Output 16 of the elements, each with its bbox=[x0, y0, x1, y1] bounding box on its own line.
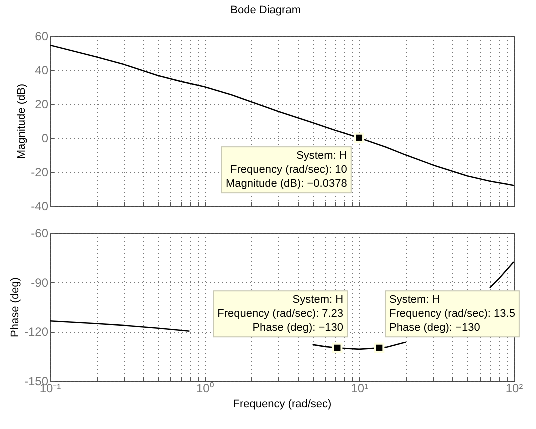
y-tick-label: -40 bbox=[31, 200, 49, 214]
x-axis-title: Frequency (rad/sec) bbox=[233, 398, 332, 410]
y-tick-label: -60 bbox=[31, 226, 49, 240]
y-axis-title: Phase (deg) bbox=[9, 278, 22, 338]
y-tick-label: 0 bbox=[42, 132, 49, 146]
y-tick-label: 60 bbox=[35, 30, 49, 44]
chart-title: Bode Diagram bbox=[230, 4, 301, 16]
y-tick-label: -120 bbox=[24, 325, 49, 340]
y-tick-label: 20 bbox=[35, 98, 49, 112]
x-tick-label: 10⁰ bbox=[196, 382, 214, 396]
y-tick-label: -90 bbox=[31, 276, 49, 290]
y-tick-label: 40 bbox=[35, 64, 49, 78]
x-tick-label: 10¹ bbox=[351, 382, 369, 396]
x-tick-label: 10² bbox=[506, 382, 524, 396]
y-tick-label: -20 bbox=[31, 166, 49, 180]
y-axis-title: Magnitude (dB) bbox=[16, 84, 28, 160]
